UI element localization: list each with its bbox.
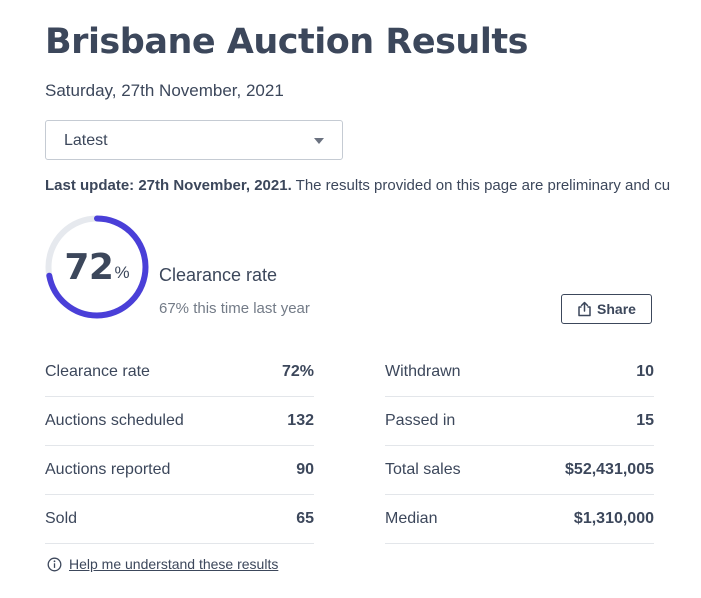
help-link[interactable]: Help me understand these results bbox=[47, 556, 278, 572]
clearance-rate-gauge bbox=[45, 215, 149, 319]
stat-row: Total sales $52,431,005 bbox=[385, 446, 654, 495]
last-update-notice: Last update: 27th November, 2021. The re… bbox=[45, 177, 670, 194]
share-button[interactable]: Share bbox=[561, 294, 652, 324]
help-link-label: Help me understand these results bbox=[69, 556, 279, 572]
share-icon bbox=[578, 301, 591, 317]
stat-label: Sold bbox=[45, 510, 78, 527]
stats-table-right: Withdrawn 10 Passed in 15 Total sales $52,4… bbox=[385, 348, 654, 544]
gauge-progress-arc bbox=[45, 215, 149, 319]
stat-value: 90 bbox=[296, 461, 314, 478]
stat-label: Clearance rate bbox=[45, 363, 150, 380]
stat-label: Total sales bbox=[385, 461, 461, 478]
share-label: Share bbox=[597, 301, 636, 317]
last-update-text: The results provided on this page are pr… bbox=[291, 177, 671, 194]
stat-row: Withdrawn 10 bbox=[385, 348, 654, 397]
stat-value: $1,310,000 bbox=[573, 510, 654, 527]
stat-row: Passed in 15 bbox=[385, 397, 654, 446]
stat-label: Passed in bbox=[385, 412, 456, 429]
stat-value: 72% bbox=[281, 363, 314, 380]
select-value: Latest bbox=[64, 132, 108, 149]
stat-row: Clearance rate 72% bbox=[45, 348, 314, 397]
gauge-unit: % bbox=[114, 263, 130, 282]
info-icon bbox=[47, 557, 62, 571]
stat-value: 65 bbox=[296, 510, 314, 527]
page-title: Brisbane Auction Results bbox=[45, 22, 528, 62]
stats-table-left: Clearance rate 72% Auctions scheduled 132 … bbox=[45, 348, 314, 544]
gauge-number: 72 bbox=[64, 246, 114, 288]
stat-value: 15 bbox=[636, 412, 654, 429]
last-update-date: Last update: 27th November, 2021. bbox=[45, 177, 292, 194]
stat-row: Sold 65 bbox=[45, 495, 314, 544]
stat-row: Auctions scheduled 132 bbox=[45, 397, 314, 446]
stat-label: Withdrawn bbox=[385, 363, 461, 380]
chevron-down-icon bbox=[314, 138, 324, 144]
stat-label: Median bbox=[385, 510, 438, 527]
stat-label: Auctions reported bbox=[45, 461, 171, 478]
stat-value: $52,431,005 bbox=[565, 461, 654, 478]
results-period-select[interactable]: Latest bbox=[45, 120, 343, 160]
stat-value: 132 bbox=[287, 412, 314, 429]
stat-label: Auctions scheduled bbox=[45, 412, 184, 429]
stat-row: Auctions reported 90 bbox=[45, 446, 314, 495]
stat-row: Median $1,310,000 bbox=[385, 495, 654, 544]
clearance-rate-label: Clearance rate bbox=[159, 265, 278, 285]
stat-value: 10 bbox=[636, 363, 654, 380]
clearance-rate-last-year: 67% this time last year bbox=[159, 300, 310, 317]
results-date: Saturday, 27th November, 2021 bbox=[45, 81, 284, 100]
gauge-value: 72% bbox=[44, 214, 150, 320]
